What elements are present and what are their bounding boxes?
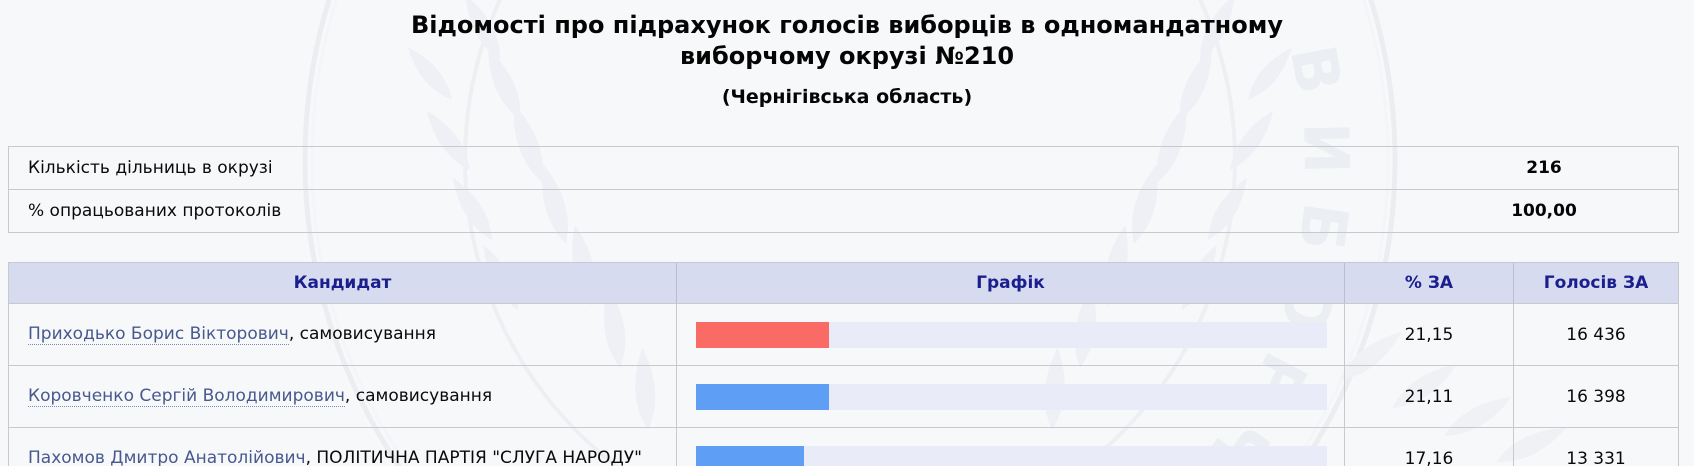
vote-bar-track bbox=[696, 383, 1327, 410]
vote-bar bbox=[696, 445, 805, 466]
results-header-row: Кандидат Графік % ЗА Голосів ЗА bbox=[9, 263, 1678, 303]
summary-table: Кількість дільниць в окрузі 216 % опраць… bbox=[8, 146, 1679, 233]
votes-value: 16 398 bbox=[1513, 366, 1678, 427]
votes-value: 13 331 bbox=[1513, 428, 1678, 466]
summary-row-protocols: % опрацьованих протоколів 100,00 bbox=[9, 189, 1678, 232]
candidate-link[interactable]: Приходько Борис Вікторович bbox=[28, 323, 289, 345]
page-title: Відомості про підрахунок голосів виборці… bbox=[410, 11, 1283, 71]
column-header-graph: Графік bbox=[676, 263, 1344, 303]
candidate-affiliation: , самовисування bbox=[344, 385, 493, 406]
title-block: Відомості про підрахунок голосів виборці… bbox=[0, 10, 1694, 108]
candidate-link[interactable]: Коровченко Сергій Володимирович bbox=[28, 385, 345, 407]
pct-value: 21,15 bbox=[1344, 304, 1513, 365]
summary-value: 216 bbox=[1526, 158, 1562, 178]
candidate-affiliation: , ПОЛІТИЧНА ПАРТІЯ "СЛУГА НАРОДУ" bbox=[305, 447, 642, 466]
results-table: Кандидат Графік % ЗА Голосів ЗА Приходьк… bbox=[8, 262, 1679, 466]
candidate-affiliation: , самовисування bbox=[288, 323, 437, 344]
vote-bar bbox=[696, 383, 830, 410]
column-header-pct: % ЗА bbox=[1344, 263, 1513, 303]
candidate-link[interactable]: Пахомов Дмитро Анатолійович bbox=[28, 447, 306, 466]
table-row: Пахомов Дмитро Анатолійович, ПОЛІТИЧНА П… bbox=[9, 427, 1678, 466]
summary-row-precincts: Кількість дільниць в окрузі 216 bbox=[9, 147, 1678, 189]
votes-value: 16 436 bbox=[1513, 304, 1678, 365]
pct-value: 21,11 bbox=[1344, 366, 1513, 427]
table-row: Приходько Борис Вікторович, самовисуванн… bbox=[9, 303, 1678, 365]
vote-bar-track bbox=[696, 321, 1327, 348]
column-header-votes: Голосів ЗА bbox=[1513, 263, 1678, 303]
summary-value: 100,00 bbox=[1511, 201, 1577, 221]
column-header-candidate: Кандидат bbox=[293, 273, 392, 293]
summary-label: % опрацьованих протоколів bbox=[28, 201, 282, 221]
vote-bar bbox=[696, 321, 830, 348]
table-row: Коровченко Сергій Володимирович, самовис… bbox=[9, 365, 1678, 427]
summary-label: Кількість дільниць в окрузі bbox=[28, 158, 273, 178]
pct-value: 17,16 bbox=[1344, 428, 1513, 466]
page-subtitle: (Чернігівська область) bbox=[721, 86, 973, 109]
vote-bar-track bbox=[696, 445, 1327, 466]
